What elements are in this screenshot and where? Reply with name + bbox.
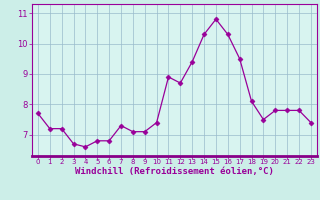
X-axis label: Windchill (Refroidissement éolien,°C): Windchill (Refroidissement éolien,°C) — [75, 167, 274, 176]
